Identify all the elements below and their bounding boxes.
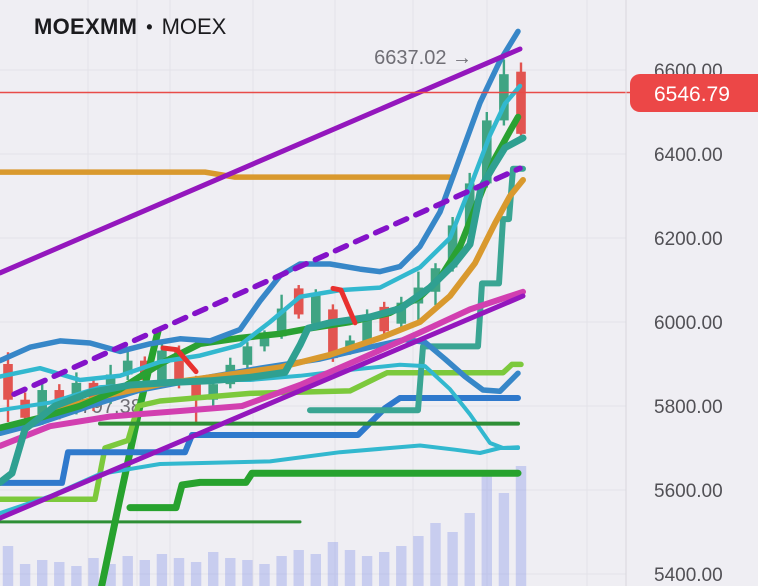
lime-step-line <box>0 361 524 502</box>
candle-up <box>276 308 287 337</box>
pattern-markers-layer <box>160 285 358 375</box>
cyan-low-line <box>0 443 520 516</box>
exchange-name: MOEX <box>161 14 227 39</box>
volume-bar <box>259 564 270 586</box>
indicator-overlays-layer <box>0 28 527 586</box>
volume-bar <box>190 562 202 586</box>
volume-bar <box>156 554 168 586</box>
volume-bar <box>464 513 475 586</box>
candle-up <box>464 183 475 226</box>
price-axis-label: 5400.00 <box>654 565 723 586</box>
volume-bar <box>54 562 65 586</box>
volume-bar <box>173 558 185 586</box>
candle-up <box>242 346 253 365</box>
volume-bar <box>430 523 441 586</box>
candle-up <box>122 360 133 375</box>
volume-bar <box>515 466 527 586</box>
volume-bar <box>361 556 373 586</box>
price-axis-label: 5800.00 <box>654 397 723 418</box>
candle-up <box>499 74 509 121</box>
red-zigzag-2 <box>330 285 358 326</box>
price-axis[interactable]: 6600.006400.006200.006000.005800.005600.… <box>654 61 723 586</box>
volume-bar <box>344 550 356 586</box>
volume-bar <box>327 542 339 586</box>
price-axis-label: 6400.00 <box>654 145 723 166</box>
last-price-badge: 6546.79 <box>630 74 758 112</box>
trendline-lower-line <box>0 293 526 521</box>
volume-bar <box>105 564 116 586</box>
high-price-annotation: 6637.02 → <box>374 47 472 69</box>
price-axis-label: 6200.00 <box>654 229 723 250</box>
price-axis-label: 6000.00 <box>654 313 723 334</box>
red-zigzag-1 <box>160 345 199 375</box>
candle-down <box>328 309 338 359</box>
volume-bar <box>139 560 150 586</box>
volume-bar <box>276 556 287 586</box>
green-flat-bottom-line <box>126 469 522 512</box>
trendline-dashed-line <box>11 165 523 397</box>
candle-up <box>208 384 218 400</box>
volume-bar <box>293 550 304 586</box>
volume-bar <box>208 552 219 586</box>
blue-mid-line <box>0 336 521 437</box>
volume-bar <box>88 558 99 586</box>
volume-bar <box>379 552 390 586</box>
candle-down <box>20 399 30 418</box>
last-price-value: 6546.79 <box>654 83 730 106</box>
volume-bar <box>242 560 253 586</box>
candle-up <box>311 295 321 324</box>
volume-layer <box>2 466 527 586</box>
candle-up <box>482 120 492 184</box>
candle-down <box>3 364 13 400</box>
candle-up <box>362 314 372 344</box>
teal-thick-line <box>0 134 527 486</box>
volume-bar <box>122 556 133 586</box>
blue-upper-line <box>0 28 521 364</box>
symbol-separator-dot: • <box>146 16 153 37</box>
grid-layer <box>0 0 626 586</box>
symbol-name: MOEXMM <box>34 14 138 39</box>
volume-bar <box>310 554 321 586</box>
badge-background <box>630 74 758 112</box>
cyan-upper-line <box>0 83 523 383</box>
symbol-title[interactable]: MOEXMM • MOEX <box>34 14 226 40</box>
candle-down <box>174 350 184 382</box>
trendline-upper-line <box>0 46 523 276</box>
candle-up <box>396 302 407 324</box>
volume-bar <box>37 560 48 586</box>
candle-up <box>447 225 458 268</box>
candle-up <box>259 336 270 347</box>
volume-bar <box>413 536 424 586</box>
candle-down <box>293 288 304 315</box>
volume-bar <box>2 546 14 586</box>
candle-down <box>516 71 526 134</box>
volume-bar <box>498 493 510 586</box>
volume-bar <box>396 546 407 586</box>
candle-down <box>191 381 201 400</box>
orange-flat-line <box>0 169 453 180</box>
volume-bar <box>71 566 82 586</box>
volume-bar <box>481 475 492 586</box>
price-axis-label: 5600.00 <box>654 481 723 502</box>
volume-bar <box>19 564 31 586</box>
volume-bar <box>225 558 236 586</box>
candle-down <box>379 306 389 332</box>
magenta-lsma-line <box>0 288 526 449</box>
volume-bar <box>447 532 458 586</box>
